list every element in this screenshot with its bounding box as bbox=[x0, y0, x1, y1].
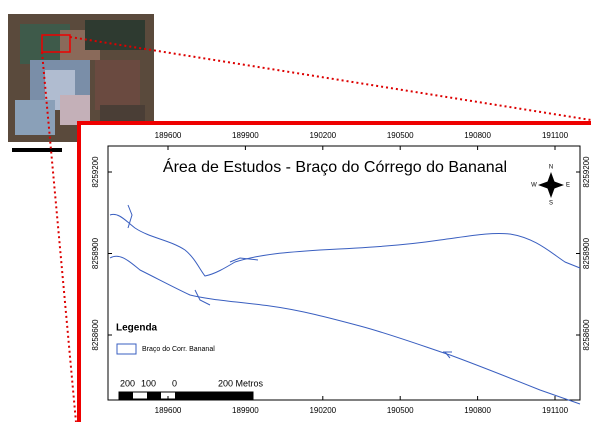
x-tick-label: 189600 bbox=[155, 406, 182, 415]
map-figure: Área de Estudos - Braço do Córrego do Ba… bbox=[0, 0, 591, 422]
compass-w: W bbox=[531, 183, 537, 189]
scale-label: 200 Metros bbox=[218, 378, 264, 388]
scale-label: 0 bbox=[172, 378, 177, 388]
y-tick-label: 8259200 bbox=[582, 156, 591, 188]
y-tick-label: 8258600 bbox=[91, 319, 100, 351]
y-tick-label: 8258600 bbox=[582, 319, 591, 351]
x-tick-label: 189900 bbox=[232, 406, 259, 415]
legend-item: Braço do Corr. Bananal bbox=[142, 346, 215, 353]
y-tick-label: 8258900 bbox=[582, 237, 591, 269]
x-tick-label: 189900 bbox=[232, 131, 259, 140]
y-tick-label: 8259200 bbox=[91, 156, 100, 188]
map-title: Área de Estudos - Braço do Córrego do Ba… bbox=[163, 157, 507, 176]
y-tick-label: 8258900 bbox=[91, 237, 100, 269]
scale-bar bbox=[119, 392, 253, 399]
x-tick-label: 190800 bbox=[464, 406, 491, 415]
x-tick-label: 191100 bbox=[542, 131, 569, 140]
legend-swatch bbox=[117, 344, 136, 354]
scale-label: 100 bbox=[141, 378, 156, 388]
compass-s: S bbox=[549, 201, 553, 207]
scale-label: 200 bbox=[120, 378, 135, 388]
x-tick-label: 190200 bbox=[309, 406, 336, 415]
legend-title: Legenda bbox=[116, 323, 158, 334]
x-tick-label: 190200 bbox=[309, 131, 336, 140]
x-tick-label: 191100 bbox=[542, 406, 569, 415]
x-tick-label: 190800 bbox=[464, 131, 491, 140]
x-tick-label: 190500 bbox=[387, 131, 414, 140]
compass-n: N bbox=[549, 165, 553, 171]
compass-e: E bbox=[566, 183, 570, 189]
map-frame bbox=[108, 146, 580, 400]
x-tick-label: 189600 bbox=[155, 131, 182, 140]
x-tick-label: 190500 bbox=[387, 406, 414, 415]
